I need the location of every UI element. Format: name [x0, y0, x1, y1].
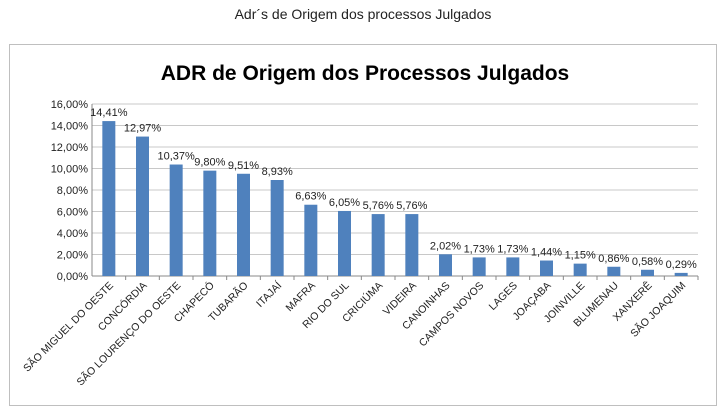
data-label: 5,76%: [363, 200, 394, 212]
data-label: 0,58%: [632, 256, 663, 268]
data-label: 14,41%: [90, 107, 128, 119]
bar: [338, 210, 351, 276]
y-tick-label: 8,00%: [57, 185, 88, 197]
bar: [237, 173, 250, 276]
y-tick-label: 10,00%: [51, 164, 89, 176]
category-label: CAMPOS NOVOS: [417, 280, 487, 350]
bar: [439, 254, 452, 276]
bar: [102, 121, 116, 276]
data-label: 6,05%: [329, 197, 360, 209]
y-tick-label: 16,00%: [51, 99, 89, 111]
data-label: 9,80%: [194, 157, 225, 169]
bar: [405, 214, 419, 276]
data-label: 2,02%: [430, 240, 461, 252]
y-tick-label: 0,00%: [57, 271, 88, 283]
data-label: 0,29%: [666, 259, 697, 271]
data-label: 0,86%: [598, 253, 629, 265]
bar: [270, 180, 284, 276]
bar: [304, 204, 318, 276]
data-label: 8,93%: [262, 166, 293, 178]
y-tick-label: 2,00%: [57, 250, 88, 262]
data-label: 1,15%: [565, 250, 596, 262]
bar: [203, 170, 217, 276]
y-tick-label: 6,00%: [57, 207, 88, 219]
data-label: 1,73%: [464, 243, 495, 255]
bar: [472, 257, 486, 276]
category-label: ITAJAÍ: [253, 279, 284, 310]
data-label: 9,51%: [228, 160, 259, 172]
bar: [641, 269, 654, 276]
bar: [169, 164, 183, 276]
bar: [607, 266, 621, 276]
bar: [573, 263, 587, 276]
chart-title: ADR de Origem dos Processos Julgados: [161, 62, 569, 85]
data-label: 12,97%: [124, 123, 162, 135]
page-caption: Adr´s de Origem dos processos Julgados: [234, 6, 492, 22]
bar: [540, 260, 553, 276]
y-tick-label: 4,00%: [57, 228, 88, 240]
data-label: 5,76%: [396, 200, 427, 212]
y-tick-label: 12,00%: [51, 142, 89, 154]
data-label: 10,37%: [158, 151, 196, 163]
bar: [674, 272, 688, 276]
category-label: LAGES: [487, 280, 520, 313]
data-label: 1,73%: [497, 243, 528, 255]
bar: [136, 136, 149, 276]
data-label: 6,63%: [295, 191, 326, 203]
bar: [371, 214, 385, 276]
data-label: 1,44%: [531, 247, 562, 259]
bar: [506, 257, 520, 276]
y-tick-label: 14,00%: [51, 121, 89, 133]
